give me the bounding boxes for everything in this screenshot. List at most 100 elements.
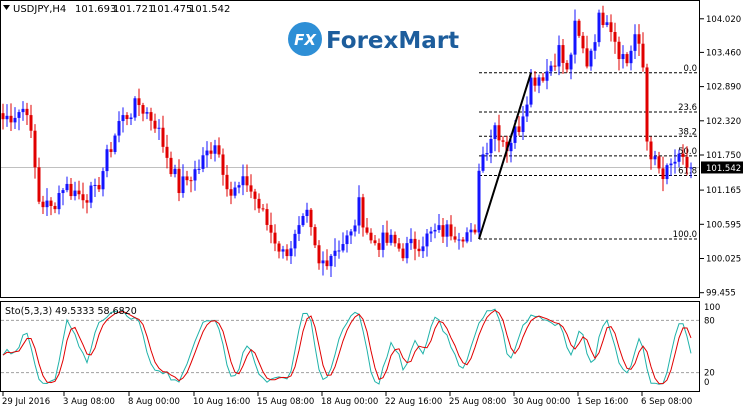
candle-body [77, 190, 81, 195]
candle-body [193, 169, 197, 181]
candle [677, 149, 681, 168]
candle-body [405, 243, 409, 259]
candle-body [561, 45, 565, 63]
symbol-header[interactable]: USDJPY,H4 101.693 101.721 101.475 101.54… [3, 4, 230, 15]
candle-body [325, 260, 329, 267]
candle-body [669, 163, 673, 166]
candle-body [593, 42, 597, 51]
candle [265, 203, 269, 231]
candle-body [29, 115, 33, 131]
candle [525, 96, 529, 122]
candle-body [417, 248, 421, 252]
candle-body [641, 43, 645, 68]
candle-body [661, 168, 665, 180]
candle [81, 182, 85, 209]
candle-body [425, 233, 429, 247]
candle-body [165, 146, 169, 158]
trend-line-segment[interactable] [478, 72, 532, 240]
candle [229, 181, 233, 205]
candle-body [149, 112, 153, 121]
candle-body [453, 236, 457, 240]
candle-body [225, 174, 229, 190]
candle-body [21, 108, 25, 113]
candle-body [465, 232, 469, 242]
candle-body [545, 71, 549, 81]
candle-body [365, 227, 369, 233]
candle-body [449, 224, 453, 237]
candle-body [173, 168, 177, 175]
candle [441, 217, 445, 244]
candle [601, 5, 605, 28]
triangle-down-icon[interactable] [3, 5, 10, 10]
candle [313, 224, 317, 249]
candle-body [677, 153, 681, 162]
candle-body [229, 189, 233, 196]
candle [401, 243, 405, 262]
candle [437, 214, 441, 233]
candle-body [577, 20, 581, 36]
candle [341, 232, 345, 253]
candle [65, 176, 69, 193]
candle-body [601, 12, 605, 26]
candle-body [625, 54, 629, 64]
candle [417, 239, 421, 257]
candle [181, 164, 185, 198]
candle-body [581, 35, 585, 49]
candle [137, 88, 141, 117]
candle [297, 216, 301, 241]
candle [365, 218, 369, 235]
candle [461, 237, 465, 248]
candle-body [385, 232, 389, 243]
time-tick-label: 25 Aug 08:00 [449, 397, 506, 407]
candle-body [297, 225, 301, 234]
fib-level-label: 50.0 [678, 147, 697, 157]
candle [301, 213, 305, 227]
oscillator-tick-label: 80 [704, 316, 715, 326]
time-tick-label: 1 Sep 16:00 [577, 397, 628, 407]
symbol-caption: USDJPY,H4 [13, 4, 66, 15]
candle-body [553, 65, 557, 67]
candle [581, 32, 585, 54]
candle [393, 231, 397, 247]
candle [353, 219, 357, 237]
candle-body [373, 240, 377, 244]
candle-body [537, 77, 541, 86]
candle [457, 232, 461, 250]
candle-body [281, 249, 285, 252]
candle-body [121, 115, 125, 122]
candle [681, 144, 685, 165]
candle [17, 109, 21, 131]
time-tick-label: 22 Aug 16:00 [385, 397, 442, 407]
candle-body [33, 130, 37, 168]
candle [125, 112, 129, 126]
candle [389, 229, 393, 246]
candle-body [157, 127, 161, 129]
candle [489, 129, 493, 164]
candle-body [49, 200, 53, 206]
trend-line[interactable] [478, 72, 532, 240]
candle-body [89, 185, 93, 203]
candle-body [65, 183, 69, 191]
oscillator-tick-label: 20 [704, 369, 715, 379]
candle-body [277, 243, 281, 252]
candle [337, 240, 341, 259]
fibonacci-levels[interactable]: 0.0 23.6 38.2 50.0 61.8 100.0 [479, 64, 699, 240]
candle [249, 174, 253, 199]
candle-body [305, 209, 309, 217]
candle-body [169, 157, 173, 175]
candle-body [497, 125, 501, 141]
candle-body [609, 22, 613, 33]
candle [133, 96, 137, 121]
candle [201, 147, 205, 173]
ohlc-open: 101.693 [75, 4, 116, 15]
candle [277, 241, 281, 259]
candle-body [573, 20, 577, 55]
candle-body [441, 225, 445, 237]
candle-body [389, 234, 393, 243]
candle [685, 146, 689, 176]
candle-body [381, 232, 385, 250]
candle-body [85, 200, 89, 203]
candle [149, 107, 153, 131]
